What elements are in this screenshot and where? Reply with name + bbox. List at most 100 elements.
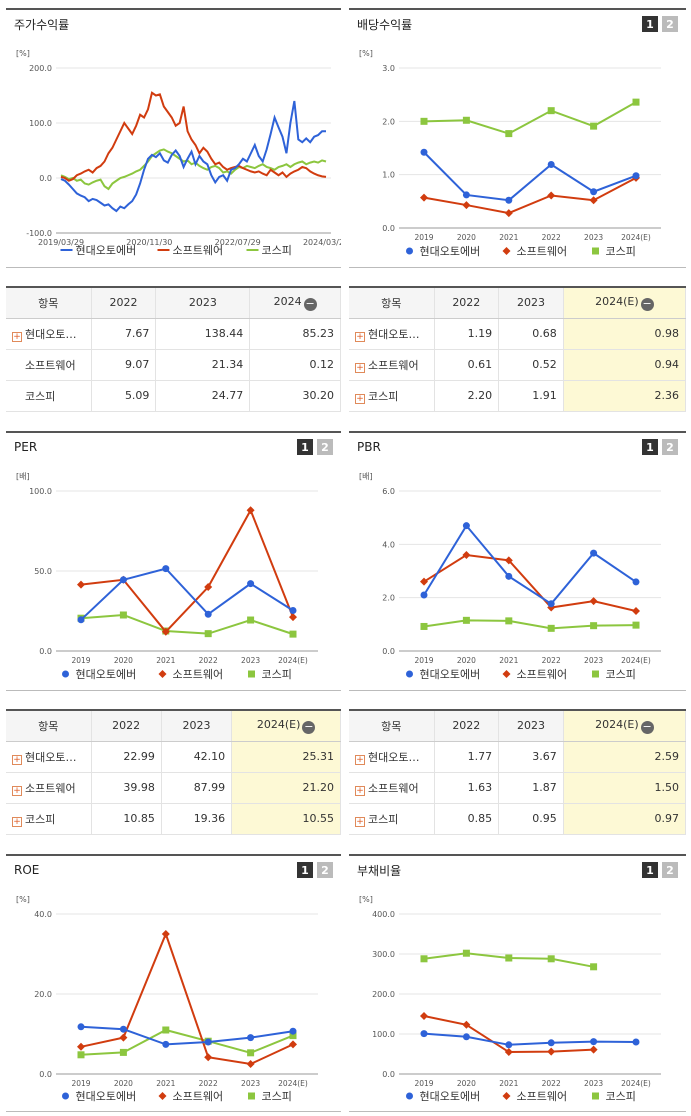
y-tick-label: 2.0 xyxy=(382,594,395,603)
row-name[interactable]: + 현대오토… xyxy=(6,318,92,350)
data-point xyxy=(505,617,513,625)
column-header: 항목 xyxy=(349,286,435,319)
row-name[interactable]: + 소프트웨어 xyxy=(349,772,435,804)
page-1-button[interactable]: 1 xyxy=(297,862,313,878)
page-2-button[interactable]: 2 xyxy=(662,439,678,455)
expand-icon[interactable]: + xyxy=(355,816,365,827)
y-tick-label: 40.0 xyxy=(34,910,52,919)
table-cell: 3.67 xyxy=(498,741,564,773)
table-row: + 소프트웨어 0.61 0.52 0.94 xyxy=(349,349,687,381)
table-cell: 0.85 xyxy=(434,803,500,835)
table-cell: 0.61 xyxy=(434,349,500,381)
row-name: 코스피 xyxy=(6,380,92,412)
expand-icon[interactable]: + xyxy=(355,331,365,342)
legend-label: 코스피 xyxy=(262,244,292,257)
legend-swatch xyxy=(406,247,413,255)
legend-swatch xyxy=(502,1092,511,1100)
panel-title: 배당수익률 xyxy=(357,17,413,32)
table-cell: 85.23 xyxy=(249,318,341,350)
data-point xyxy=(462,551,471,559)
expand-icon[interactable]: + xyxy=(355,393,365,404)
page-2-button[interactable]: 2 xyxy=(317,862,333,878)
data-point xyxy=(590,549,598,557)
data-point xyxy=(547,161,555,169)
panel-stock: 주가수익률 [%] 200.0 100.0 0.0 -100.0 2019/03/29 20… xyxy=(6,8,349,268)
series-line-0 xyxy=(423,523,637,606)
legend-label: 코스피 xyxy=(606,1090,636,1103)
legend-swatch xyxy=(248,670,255,678)
y-tick-label: 300.0 xyxy=(372,950,395,959)
expand-icon[interactable]: + xyxy=(355,754,365,765)
column-header: 2023 xyxy=(498,286,564,319)
page-2-button[interactable]: 2 xyxy=(317,439,333,455)
data-point xyxy=(204,583,213,592)
expand-icon[interactable]: + xyxy=(355,362,365,373)
page-2-button[interactable]: 2 xyxy=(662,16,678,32)
row-name[interactable]: + 소프트웨어 xyxy=(349,349,435,381)
data-point xyxy=(590,1038,598,1046)
x-tick-label: 2024(E) xyxy=(278,1079,308,1088)
table-cell: 0.97 xyxy=(563,803,687,835)
dividend-chart: [%] 3.0 2.0 1.0 0.0 2019 2020 2021 2022 2023 2024(… xyxy=(359,49,661,258)
data-point xyxy=(462,116,470,124)
row-name[interactable]: + 코스피 xyxy=(6,803,92,835)
pbr-table: 항목 2022 2023 2024(E) − + 현대오토… 1.77 3.67 2.59 + 소프트… xyxy=(349,709,687,835)
expand-icon[interactable]: + xyxy=(12,754,22,765)
page-1-button[interactable]: 1 xyxy=(642,439,658,455)
y-tick-label: 20.0 xyxy=(34,990,52,999)
x-tick-label: 2020 xyxy=(114,1079,133,1088)
x-tick-label: 2024(E) xyxy=(621,656,651,665)
table-cell: 0.68 xyxy=(498,318,564,350)
data-point xyxy=(246,1060,255,1068)
legend-swatch xyxy=(158,670,167,678)
x-tick-label: 2024/03/29 xyxy=(303,238,341,247)
row-name[interactable]: + 코스피 xyxy=(349,380,435,412)
legend-label: 코스피 xyxy=(606,668,636,681)
data-point xyxy=(505,196,513,204)
row-name[interactable]: + 현대오토… xyxy=(6,741,92,773)
column-header: 2023 xyxy=(155,286,251,319)
y-tick-label: 1.0 xyxy=(382,171,395,180)
expand-icon[interactable]: + xyxy=(12,785,22,796)
collapse-icon[interactable]: − xyxy=(303,296,317,311)
legend-label: 소프트웨어 xyxy=(173,668,224,681)
page-1-button[interactable]: 1 xyxy=(642,862,658,878)
series-line-0 xyxy=(423,1032,637,1046)
data-point xyxy=(462,191,470,199)
row-name[interactable]: + 현대오토… xyxy=(349,318,435,350)
page-1-button[interactable]: 1 xyxy=(297,439,313,455)
column-header: 2024(E) − xyxy=(231,709,341,742)
page-2-button[interactable]: 2 xyxy=(662,862,678,878)
data-point xyxy=(119,1033,128,1042)
collapse-icon[interactable]: − xyxy=(640,719,654,734)
column-header: 2022 xyxy=(434,709,500,742)
y-tick-label: 400.0 xyxy=(372,910,395,919)
row-name[interactable]: + 코스피 xyxy=(349,803,435,835)
x-tick-label: 2023 xyxy=(584,1079,603,1088)
expand-icon[interactable]: + xyxy=(355,785,365,796)
page-1-button[interactable]: 1 xyxy=(642,16,658,32)
y-tick-label: 50.0 xyxy=(34,567,52,576)
collapse-icon[interactable]: − xyxy=(640,296,654,311)
collapse-icon[interactable]: − xyxy=(302,719,316,734)
data-point xyxy=(119,1025,127,1033)
data-point xyxy=(119,576,127,584)
data-point xyxy=(504,556,513,565)
x-tick-label: 2021 xyxy=(156,1079,175,1088)
data-point xyxy=(162,1040,170,1048)
table-cell: 1.87 xyxy=(498,772,564,804)
legend-label: 소프트웨어 xyxy=(173,1090,224,1103)
row-name[interactable]: + 현대오토… xyxy=(349,741,435,773)
data-point xyxy=(504,209,513,218)
expand-icon[interactable]: + xyxy=(12,331,22,342)
series-line-2 xyxy=(60,148,327,191)
row-name[interactable]: + 소프트웨어 xyxy=(6,772,92,804)
expand-icon[interactable]: + xyxy=(12,816,22,827)
x-tick-label: 2023 xyxy=(241,656,260,665)
y-tick-label: 0.0 xyxy=(382,224,395,233)
data-point xyxy=(247,1034,255,1042)
x-tick-label: 2024(E) xyxy=(278,656,308,665)
